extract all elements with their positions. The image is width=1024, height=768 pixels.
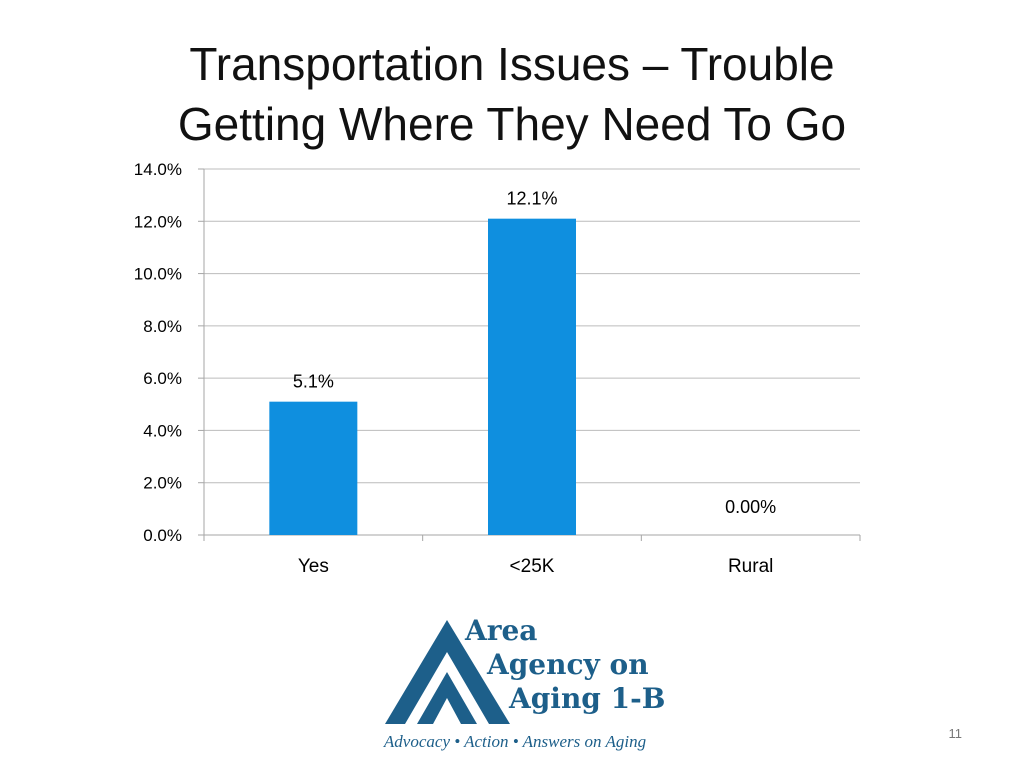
title-line-2: Getting Where They Need To Go: [177, 98, 847, 150]
y-tick-label: 8.0%: [143, 317, 182, 336]
data-label: 5.1%: [293, 372, 334, 392]
logo-line-1: Area: [465, 614, 538, 647]
logo-line-3: Aging 1-B: [509, 682, 666, 715]
agency-logo: Area Agency on Aging 1-B Advocacy • Acti…: [365, 612, 665, 762]
category-label: Rural: [728, 556, 773, 577]
logo-line-2: Agency on: [487, 648, 649, 681]
page-number: 11: [948, 726, 963, 741]
bar: [269, 401, 358, 535]
y-tick-label: 14.0%: [134, 160, 182, 179]
y-tick-label: 6.0%: [143, 369, 182, 388]
y-tick-label: 12.0%: [134, 212, 182, 231]
pyramid-logo-icon: [385, 620, 510, 724]
category-label: <25K: [510, 556, 555, 577]
data-label: 0.00%: [725, 497, 776, 517]
category-label: Yes: [298, 556, 329, 577]
y-tick-label: 0.0%: [143, 526, 182, 545]
bar: [488, 218, 576, 535]
bar-chart: 0.0% 2.0% 4.0% 6.0% 8.0% 10.0% 12.0% 14.0% 5.1% Y…: [134, 160, 861, 577]
slide-title: Transportation Issues – Trouble Getting …: [0, 34, 1024, 154]
y-tick-label: 10.0%: [134, 265, 182, 284]
logo-tagline: Advocacy • Action • Answers on Aging: [383, 732, 647, 751]
data-label: 12.1%: [506, 189, 557, 209]
y-tick-label: 2.0%: [143, 474, 182, 493]
y-tick-label: 4.0%: [143, 421, 182, 440]
title-line-1: Transportation Issues – Trouble: [189, 38, 835, 90]
